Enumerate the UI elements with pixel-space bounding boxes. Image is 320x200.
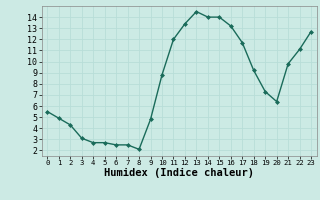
X-axis label: Humidex (Indice chaleur): Humidex (Indice chaleur) bbox=[104, 168, 254, 178]
